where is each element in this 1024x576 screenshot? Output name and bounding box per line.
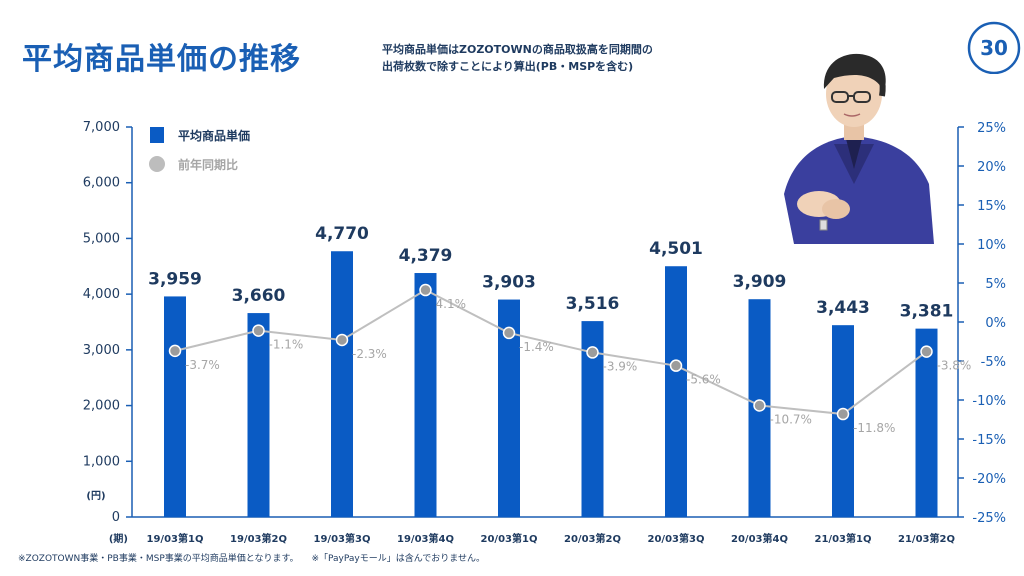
- left-tick-label: 7,000: [83, 120, 120, 135]
- legend-line-swatch: [149, 156, 165, 172]
- x-tick-label: 20/03第1Q: [481, 532, 538, 545]
- x-tick-label: 19/03第3Q: [314, 532, 371, 545]
- legend-bar-label: 平均商品単価: [178, 128, 250, 143]
- yoy-point: [920, 345, 933, 358]
- yoy-value-label: -10.7%: [770, 412, 812, 426]
- yoy-value-label: -1.4%: [519, 340, 554, 354]
- yoy-value-label: -3.9%: [603, 359, 638, 373]
- bar-value-label: 3,516: [566, 294, 620, 314]
- page-title: 平均商品単価の推移: [22, 42, 301, 77]
- right-tick-label: -25%: [972, 511, 1006, 526]
- x-tick-label: 19/03第2Q: [230, 532, 287, 545]
- yoy-line: [174, 288, 928, 416]
- right-tick-label: 25%: [977, 121, 1006, 136]
- yoy-point: [168, 344, 182, 358]
- bar-value-label: 4,379: [399, 246, 453, 266]
- subtitle-line-2: 出荷枚数で除すことにより算出(PB・MSPを含む): [382, 60, 634, 73]
- bar: [665, 266, 687, 517]
- yoy-point: [669, 359, 683, 372]
- page-subtitle: 平均商品単価はZOZOTOWNの商品取扱高を同期間の 出荷枚数で除すことにより算…: [382, 41, 653, 75]
- bar: [331, 251, 353, 517]
- left-tick-label: 5,000: [83, 231, 120, 246]
- x-tick-label: 20/03第4Q: [731, 532, 788, 545]
- right-tick-label: -20%: [972, 472, 1006, 487]
- left-tick-label: 3,000: [83, 343, 120, 358]
- page-number-circle-icon: [967, 21, 1021, 74]
- right-tick-label: -10%: [972, 394, 1006, 409]
- right-tick-label: 15%: [977, 199, 1006, 214]
- right-tick-label: -15%: [972, 433, 1006, 448]
- bar: [498, 299, 520, 517]
- right-tick-label: -5%: [981, 355, 1006, 370]
- bar: [164, 296, 186, 517]
- yoy-value-label: -11.8%: [853, 421, 895, 435]
- left-tick-label: 6,000: [83, 176, 120, 191]
- x-tick-label: 21/03第2Q: [898, 532, 955, 545]
- yoy-value-label: -3.8%: [937, 359, 972, 373]
- right-tick-label: 0%: [985, 316, 1006, 331]
- bar-value-label: 3,959: [148, 269, 202, 289]
- yoy-point: [335, 333, 349, 347]
- footnote-2: ※「PayPayモール」は含んでおりません。: [311, 554, 486, 564]
- x-tick-label: 20/03第2Q: [564, 532, 621, 545]
- subtitle-line-1: 平均商品単価はZOZOTOWNの商品取扱高を同期間の: [382, 43, 653, 56]
- legend-line-label: 前年同期比: [178, 157, 238, 172]
- x-tick-label: 20/03第3Q: [648, 532, 705, 545]
- yoy-point: [252, 324, 265, 337]
- page-number: 30: [980, 36, 1008, 60]
- x-axis-label: (期): [109, 532, 128, 545]
- person-illustration-icon: [784, 53, 934, 244]
- x-tick-label: 19/03第4Q: [397, 532, 454, 545]
- bar: [247, 313, 270, 517]
- yoy-point: [753, 399, 766, 412]
- left-axis-unit: (円): [86, 490, 105, 502]
- bar: [832, 325, 854, 517]
- bar-value-label: 3,381: [900, 302, 954, 322]
- left-tick-label: 4,000: [83, 287, 120, 302]
- yoy-point: [419, 283, 432, 297]
- bar-value-label: 3,660: [232, 286, 286, 306]
- footnotes: ※ZOZOTOWN事業・PB事業・MSP事業の平均商品単価となります。 ※「Pa…: [18, 551, 495, 564]
- right-tick-label: 10%: [977, 238, 1006, 253]
- x-tick-label: 21/03第1Q: [815, 532, 872, 545]
- yoy-value-label: -5.6%: [686, 373, 721, 387]
- right-tick-label: 20%: [977, 160, 1006, 175]
- left-tick-label: 1,000: [83, 454, 120, 469]
- yoy-point: [836, 407, 850, 421]
- bar: [414, 273, 437, 517]
- yoy-value-label: -1.1%: [269, 338, 304, 352]
- bar-value-label: 3,909: [733, 272, 787, 292]
- bar-value-label: 3,443: [816, 298, 870, 318]
- bar-value-label: 4,501: [649, 239, 703, 259]
- left-tick-label: 0: [112, 510, 120, 525]
- bar-value-label: 3,903: [482, 273, 536, 293]
- yoy-point: [586, 346, 599, 359]
- bar: [581, 321, 604, 517]
- yoy-point: [502, 326, 516, 340]
- footnote-1: ※ZOZOTOWN事業・PB事業・MSP事業の平均商品単価となります。: [18, 554, 299, 564]
- legend-bar-swatch: [150, 127, 164, 143]
- left-tick-label: 2,000: [83, 399, 120, 414]
- yoy-value-label: -3.7%: [185, 358, 220, 372]
- yoy-value-label: 4.1%: [436, 297, 467, 311]
- yoy-value-label: -2.3%: [352, 347, 387, 361]
- bar-value-label: 4,770: [315, 224, 369, 244]
- x-tick-label: 19/03第1Q: [147, 532, 204, 545]
- bar: [915, 328, 938, 517]
- right-tick-label: 5%: [985, 277, 1006, 292]
